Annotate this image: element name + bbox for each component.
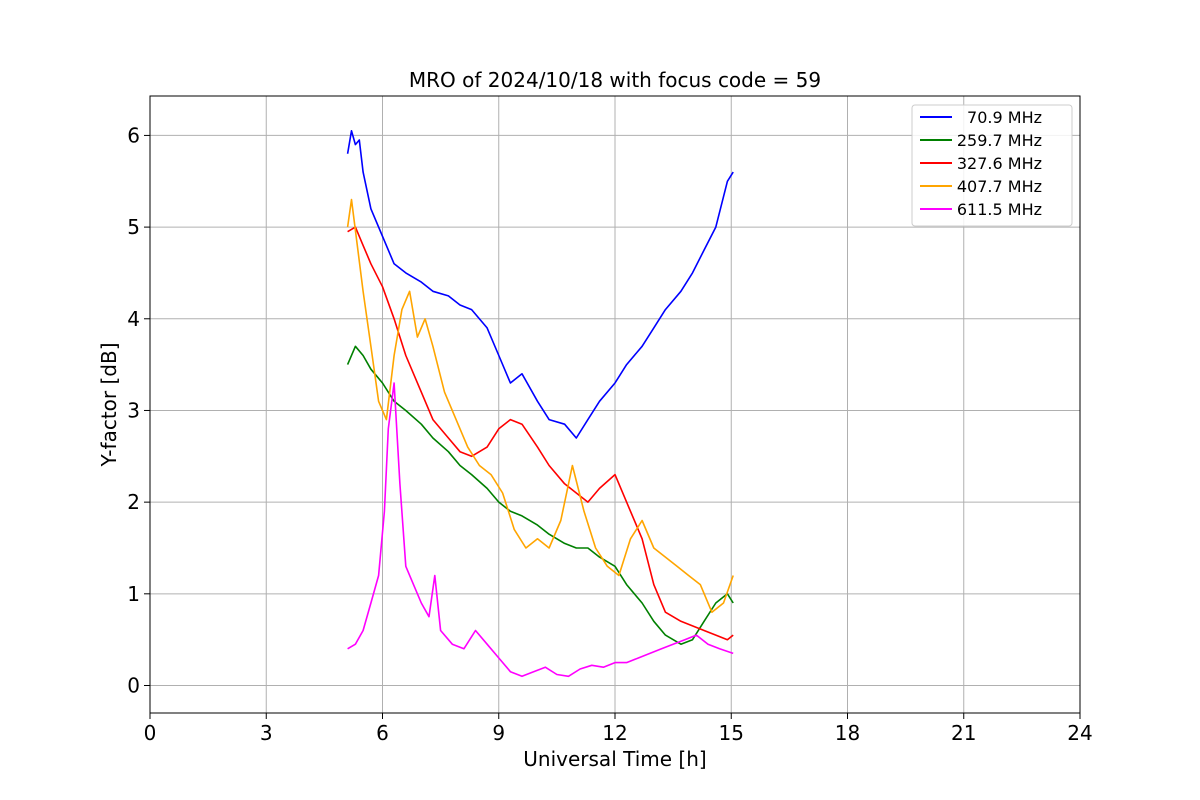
series-line-4 [347,382,734,678]
x-tick-label: 6 [376,721,389,745]
legend-label: 611.5 MHz [957,200,1042,219]
legend-box [911,104,1073,227]
chart-title: MRO of 2024/10/18 with focus code = 59 [409,68,821,92]
y-tick-label: 2 [127,490,140,514]
y-axis-label: Y-factor [dB] [97,342,121,467]
x-tick-label: 24 [1067,721,1092,745]
legend-label: 407.7 MHz [957,177,1042,196]
x-tick-label: 9 [492,721,505,745]
x-axis-label: Universal Time [h] [523,747,706,771]
legend-label: 70.9 MHz [967,108,1042,127]
series-layer [346,130,734,678]
series-line-3 [346,198,734,613]
series-line-1 [346,345,734,645]
x-tick-label: 12 [602,721,627,745]
x-tick-label: 0 [144,721,157,745]
y-tick-label: 1 [127,582,140,606]
y-tick-label: 3 [127,398,140,422]
legend-label: 259.7 MHz [957,131,1042,150]
series-line-2 [347,226,734,641]
legend: 70.9 MHz 259.7 MHz 327.6 MHz 407.7 MHz 611.5… [911,104,1073,227]
x-tick-label: 15 [719,721,744,745]
y-tick-label: 5 [127,215,140,239]
series-line-0 [346,130,734,439]
x-tick-label: 3 [260,721,273,745]
legend-label: 327.6 MHz [957,154,1042,173]
y-tick-label: 0 [127,673,140,697]
x-tick-label: 18 [835,721,860,745]
x-tick-label: 21 [951,721,976,745]
y-tick-label: 4 [127,307,140,331]
y-tick-label: 6 [127,123,140,147]
grid [149,96,1081,713]
